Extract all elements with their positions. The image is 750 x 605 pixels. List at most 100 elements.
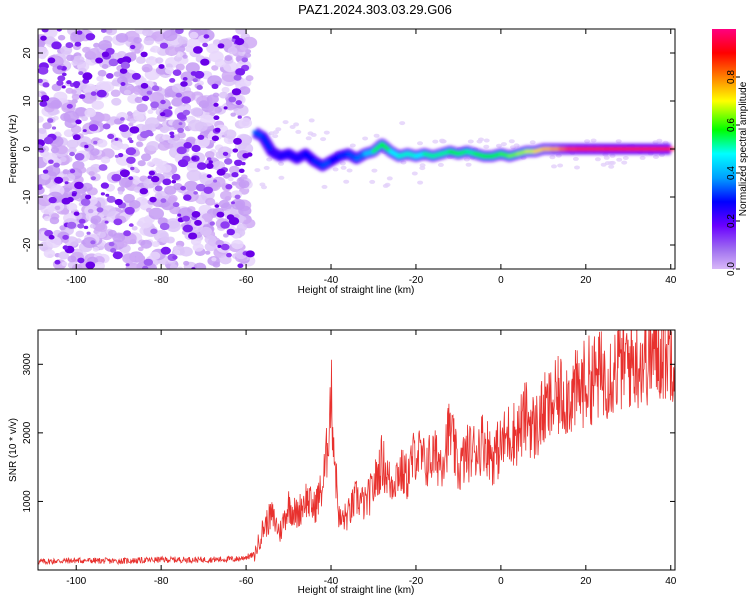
noise-speckle-strong [169, 78, 176, 83]
noise-speckle [212, 92, 220, 98]
haze-speckle [551, 164, 557, 169]
noise-speckle-strong [151, 175, 160, 183]
noise-speckle-strong [220, 243, 230, 251]
haze-speckle [343, 179, 350, 184]
noise-speckle-strong [246, 152, 253, 157]
snr-axes: -100 -80 -60 -40 -20 0 20 40 1000 2000 3000 [22, 330, 677, 587]
haze-speckle [616, 157, 623, 162]
noise-speckle [211, 65, 219, 71]
noise-speckle-strong [214, 204, 220, 208]
haze-speckle [417, 141, 423, 146]
haze-speckle [373, 133, 380, 138]
noise-speckle-strong [159, 42, 169, 49]
noise-speckle [101, 64, 109, 69]
colorbar-tick-label: 0.6 [726, 118, 737, 132]
noise-speckle-strong [130, 166, 135, 171]
noise-speckle-strong [82, 129, 87, 133]
noise-speckle [204, 235, 217, 245]
y-tick-label: 1000 [22, 490, 33, 513]
haze-speckle [437, 162, 444, 167]
noise-speckle-strong [225, 184, 233, 190]
noise-speckle [140, 239, 153, 249]
noise-speckle [143, 37, 155, 46]
noise-speckle [117, 186, 125, 193]
haze-speckle [432, 139, 439, 144]
noise-speckle-strong [206, 174, 212, 179]
noise-speckle [61, 176, 69, 183]
noise-speckle [63, 187, 71, 193]
noise-speckle [133, 88, 142, 95]
noise-speckle-strong [183, 194, 192, 201]
haze-speckle [653, 155, 659, 159]
snr-series-line [38, 330, 675, 566]
noise-speckle-strong [231, 88, 242, 96]
noise-speckle [148, 207, 164, 220]
signal-track-segment [261, 135, 274, 154]
noise-speckle [147, 161, 154, 167]
noise-speckle-strong [114, 137, 119, 141]
noise-speckle [200, 226, 212, 236]
signal-peak [572, 147, 583, 151]
noise-speckle-strong [98, 164, 108, 171]
noise-speckle-strong [160, 198, 167, 203]
noise-speckle-strong [194, 219, 202, 226]
noise-speckle-strong [233, 74, 242, 81]
noise-speckle-strong [66, 80, 72, 85]
haze-speckle [483, 138, 490, 143]
haze-speckle [266, 157, 273, 162]
y-tick-label: -10 [22, 189, 33, 204]
noise-speckle-strong [160, 246, 171, 255]
noise-speckle-strong [213, 102, 219, 107]
noise-speckle [175, 63, 185, 71]
noise-speckle-strong [159, 222, 170, 231]
noise-speckle [117, 76, 128, 85]
noise-speckle-strong [217, 43, 225, 49]
noise-speckle [96, 139, 108, 148]
noise-speckle-strong [39, 100, 48, 107]
noise-speckle [38, 92, 42, 98]
haze-speckle [289, 125, 296, 129]
noise-speckle [165, 46, 178, 57]
noise-speckle [223, 60, 238, 73]
x-tick-label: -100 [66, 576, 86, 587]
noise-speckle [184, 180, 199, 192]
noise-speckle-strong [47, 118, 54, 123]
noise-speckle [162, 134, 171, 141]
noise-speckle [135, 254, 146, 263]
noise-speckle-strong [180, 186, 187, 191]
noise-speckle [81, 182, 93, 192]
noise-speckle [90, 215, 102, 224]
noise-speckle [115, 33, 129, 43]
noise-speckle [223, 233, 229, 238]
noise-speckle [238, 117, 253, 129]
noise-speckle [93, 261, 105, 269]
noise-speckle [149, 47, 156, 53]
noise-speckle [145, 56, 158, 66]
noise-speckle-strong [177, 127, 185, 133]
noise-speckle-strong [106, 73, 114, 79]
noise-speckle-strong [226, 228, 235, 236]
noise-speckle [100, 156, 111, 164]
noise-speckle-strong [65, 42, 74, 49]
noise-speckle [84, 108, 96, 118]
noise-speckle-strong [162, 178, 172, 186]
noise-speckle-strong [191, 211, 201, 218]
noise-speckle [177, 36, 188, 45]
noise-speckle-strong [234, 159, 243, 166]
noise-speckle-strong [106, 195, 116, 203]
noise-speckle-strong [120, 117, 125, 121]
haze-speckle [362, 136, 369, 141]
noise-speckle-strong [222, 151, 229, 156]
noise-speckle [111, 97, 122, 106]
noise-speckle [98, 40, 112, 51]
noise-speckle [43, 249, 56, 258]
noise-speckle [49, 216, 60, 225]
noise-speckle [205, 250, 211, 255]
noise-speckle-strong [93, 140, 98, 145]
x-tick-label: 0 [498, 275, 504, 286]
noise-speckle [224, 55, 233, 62]
noise-speckle-strong [211, 83, 219, 90]
noise-speckle [110, 89, 121, 97]
noise-speckle [38, 38, 45, 49]
y-tick-label: -20 [22, 237, 33, 252]
